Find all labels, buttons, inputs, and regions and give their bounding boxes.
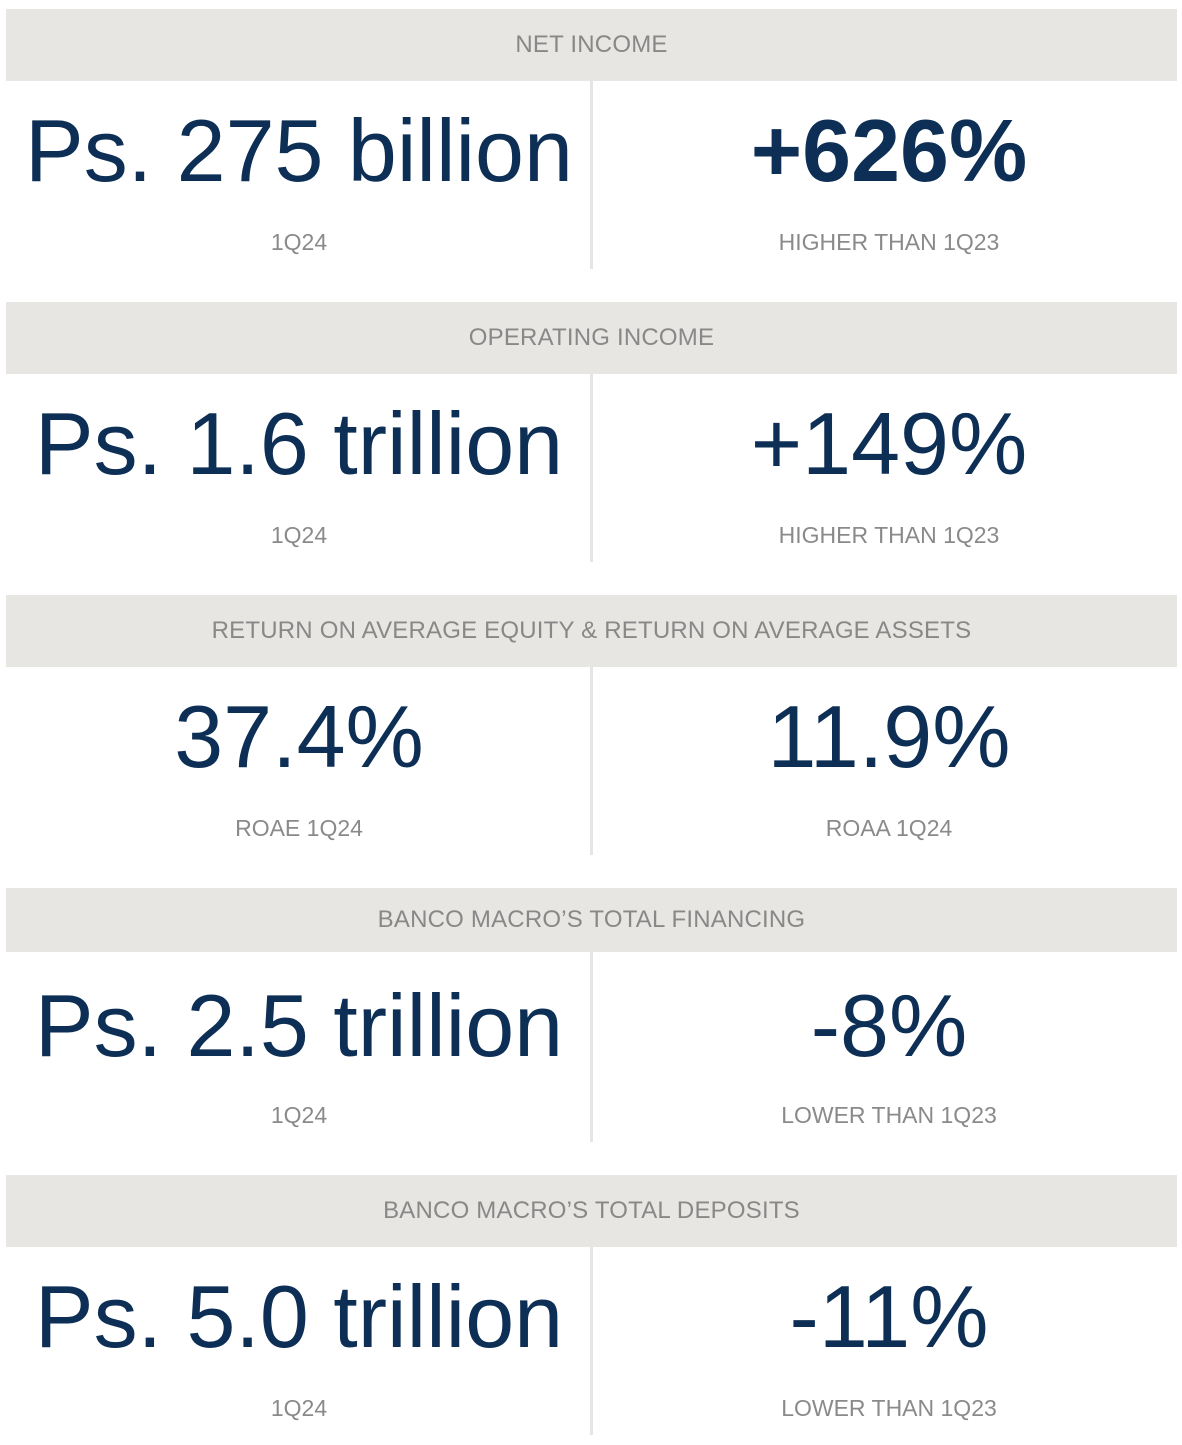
metric-right: -8% LOWER THAN 1Q23 <box>596 952 1182 1142</box>
metric-left: 37.4% ROAE 1Q24 <box>6 667 592 855</box>
metric-left: Ps. 5.0 trillion 1Q24 <box>6 1247 592 1435</box>
metric-right: +149% HIGHER THAN 1Q23 <box>596 374 1182 562</box>
metric-change-label: LOWER THAN 1Q23 <box>781 1102 997 1128</box>
metric-change-label: HIGHER THAN 1Q23 <box>778 522 1000 548</box>
metric-label: 1Q24 <box>270 1395 328 1421</box>
metric-left: Ps. 1.6 trillion 1Q24 <box>6 374 592 562</box>
metric-value: Ps. 5.0 trillion <box>34 1267 564 1366</box>
metric-label: 1Q24 <box>270 522 328 548</box>
section-header: NET INCOME <box>6 9 1177 81</box>
section-header: OPERATING INCOME <box>6 302 1177 374</box>
metric-value: 37.4% <box>174 687 424 786</box>
metric-value: Ps. 1.6 trillion <box>34 394 564 493</box>
metric-change-value: -11% <box>789 1267 989 1366</box>
column-divider <box>590 374 593 562</box>
column-divider <box>590 1247 593 1435</box>
metric-change-label: LOWER THAN 1Q23 <box>781 1395 997 1421</box>
metric-label: ROAE 1Q24 <box>235 815 363 841</box>
metric-label: 1Q24 <box>270 1102 328 1128</box>
section-header: BANCO MACRO’S TOTAL FINANCING <box>6 888 1177 952</box>
column-divider <box>590 81 593 269</box>
metric-change-value: +626% <box>750 101 1028 200</box>
metric-value: Ps. 2.5 trillion <box>34 976 564 1075</box>
metric-left: Ps. 275 billion 1Q24 <box>6 81 592 269</box>
metric-change-label: HIGHER THAN 1Q23 <box>778 229 1000 255</box>
metric-label: 1Q24 <box>270 229 328 255</box>
column-divider <box>590 952 593 1142</box>
metric-change-value: +149% <box>750 394 1028 493</box>
column-divider <box>590 667 593 855</box>
metric-right: 11.9% ROAA 1Q24 <box>596 667 1182 855</box>
metric-change-value: -8% <box>810 976 968 1075</box>
metric-label: ROAA 1Q24 <box>825 815 953 841</box>
metric-right: +626% HIGHER THAN 1Q23 <box>596 81 1182 269</box>
metric-left: Ps. 2.5 trillion 1Q24 <box>6 952 592 1142</box>
section-header: RETURN ON AVERAGE EQUITY & RETURN ON AVE… <box>6 595 1177 667</box>
metric-value: Ps. 275 billion <box>25 101 573 200</box>
section-header: BANCO MACRO’S TOTAL DEPOSITS <box>6 1175 1177 1247</box>
metric-right: -11% LOWER THAN 1Q23 <box>596 1247 1182 1435</box>
metric-value: 11.9% <box>767 687 1011 786</box>
